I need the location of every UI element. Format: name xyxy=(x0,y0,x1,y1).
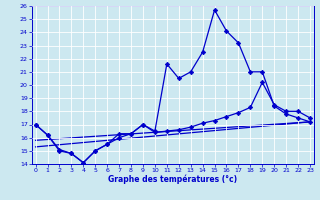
X-axis label: Graphe des températures (°c): Graphe des températures (°c) xyxy=(108,175,237,184)
